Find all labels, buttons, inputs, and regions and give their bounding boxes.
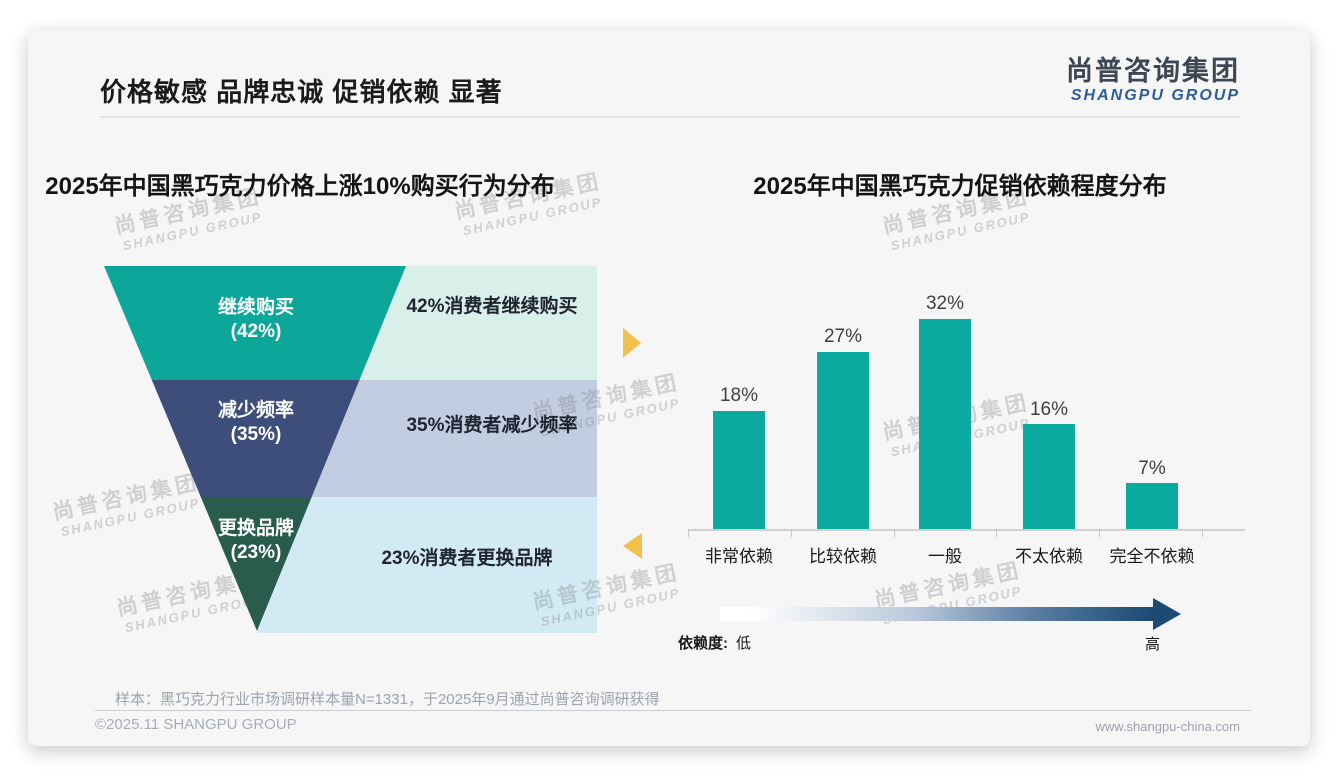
copyright-text: ©2025.11 SHANGPU GROUP [95,716,297,733]
page-title: 价格敏感 品牌忠诚 促销依赖 显著 [100,77,503,107]
dependence-gradient-arrow [720,607,1154,621]
dependence-high-label: 高 [1145,636,1161,653]
band-switch [257,497,597,633]
funnel-segment-continue [104,266,406,380]
logo-cn-text: 尚普咨询集团 [1066,56,1240,86]
funnel-label-reduce: 减少频率 (35%) [176,399,336,447]
footer-divider [95,710,1251,711]
category-label: 不太依赖 [1015,547,1083,566]
funnel-label-switch: 更换品牌 (23%) [176,517,336,565]
pointer-left-icon [623,533,642,559]
funnel-segment-reduce [151,380,360,497]
funnel-label-text: 继续购买 [217,297,294,318]
funnel [104,266,406,631]
category-label: 非常依赖 [705,547,773,566]
title-divider [100,116,1240,118]
category-label: 比较依赖 [809,547,877,566]
funnel-label-pct: (42%) [230,321,282,342]
funnel-label-text: 更换品牌 [217,518,294,539]
funnel-segment-switch [200,497,312,631]
bar-value-label: 18% [719,385,759,406]
bar-value-label: 16% [1029,399,1069,420]
band-continue [359,266,597,380]
funnel-label-continue: 继续购买 (42%) [176,296,336,344]
axis-tick [1099,529,1100,537]
funnel-label-pct: (23%) [230,542,282,563]
axis-tick [894,529,895,537]
dependence-axis-label: 依赖度: [678,635,728,652]
bar-less-dependent [1023,424,1075,529]
band-annotation-switch: 23%消费者更换品牌 [381,548,553,569]
sample-note: 样本：黑巧克力行业市场调研样本量N=1331，于2025年9月通过尚普咨询调研获… [115,691,660,708]
funnel-label-pct: (35%) [230,424,282,445]
axis-tick [791,529,792,537]
bar-value-label: 7% [1138,458,1166,479]
bar-value-label: 32% [925,293,965,314]
band-annotation-continue: 42%消费者继续购买 [406,296,578,317]
band-annotation-reduce: 35%消费者减少频率 [406,415,578,436]
axis-tick [688,529,689,537]
pointer-right-icon [623,328,641,358]
funnel-bands [257,266,597,633]
band-reduce [311,380,597,497]
funnel-label-text: 减少频率 [217,400,294,421]
x-axis [688,529,1245,531]
category-label: 一般 [928,547,962,566]
axis-tick [1202,529,1203,537]
bar-not-dependent [1126,483,1178,529]
logo-en-text: SHANGPU GROUP [1070,87,1240,104]
bar-fairly-dependent [817,352,869,529]
website-url: www.shangpu-china.com [1095,719,1240,734]
bar-neutral [919,319,971,529]
bar-value-label: 27% [823,326,863,347]
logo: 尚普咨询集团 SHANGPU GROUP [1066,56,1240,105]
bar-chart-title: 2025年中国黑巧克力促销依赖程度分布 [753,173,1167,200]
bar-very-dependent [713,411,765,529]
funnel-chart-title: 2025年中国黑巧克力价格上涨10%购买行为分布 [45,173,555,200]
category-label: 完全不依赖 [1109,547,1195,566]
dependence-low-label: 低 [736,635,752,652]
dependence-gradient-arrowhead-icon [1153,598,1181,630]
axis-tick [996,529,997,537]
